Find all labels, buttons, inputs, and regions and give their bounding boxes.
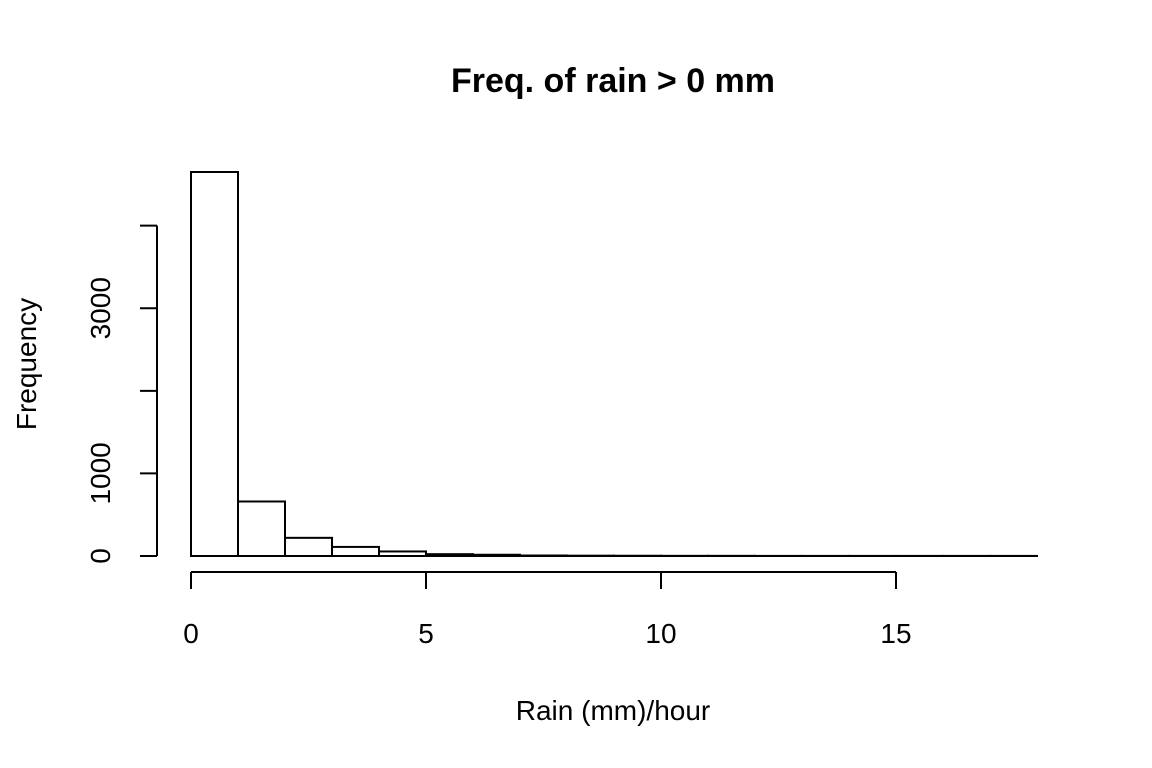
y-tick-label-0: 0 — [85, 548, 116, 564]
histogram-bar-5 — [425, 553, 474, 558]
histogram-bar-0 — [190, 171, 239, 557]
x-tick-label-0: 0 — [183, 618, 199, 649]
x-tick-label-1: 5 — [418, 618, 434, 649]
x-tick-label-2: 10 — [645, 618, 676, 649]
x-axis-label: Rain (mm)/hour — [516, 695, 710, 726]
x-axis: 0 5 10 15 — [183, 571, 912, 649]
y-axis: 0 1000 3000 — [85, 224, 158, 564]
histogram-bar-2 — [284, 536, 333, 558]
histogram-bar-1 — [237, 500, 286, 557]
histogram-bar-4 — [378, 550, 427, 558]
bars-group — [190, 171, 1038, 558]
histogram-bar-3 — [331, 545, 380, 558]
y-axis-label: Frequency — [11, 298, 42, 430]
y-tick-label-3: 3000 — [85, 277, 116, 339]
y-tick-label-1: 1000 — [85, 442, 116, 504]
histogram-bar-6 — [472, 553, 521, 558]
x-tick-label-3: 15 — [880, 618, 911, 649]
chart-title: Freq. of rain > 0 mm — [451, 62, 775, 100]
